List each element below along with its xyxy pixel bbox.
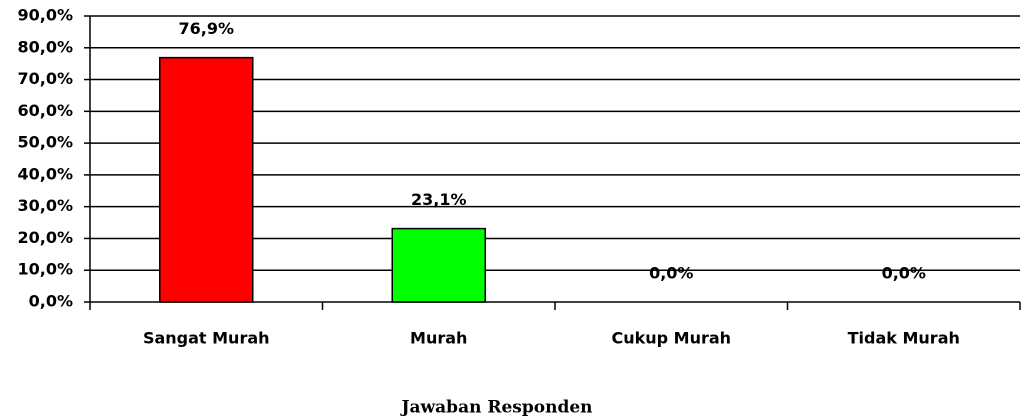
y-tick-label: 20,0%	[17, 228, 73, 247]
bar	[159, 56, 254, 303]
x-axis-title: Jawaban Responden	[399, 398, 592, 418]
y-tick-label: 30,0%	[17, 196, 73, 215]
data-label: 23,1%	[411, 190, 467, 209]
y-tick-label: 10,0%	[17, 260, 73, 279]
data-label: 0,0%	[882, 264, 926, 283]
bar	[391, 227, 486, 303]
data-label: 76,9%	[178, 19, 234, 38]
x-tick-label: Tidak Murah	[848, 329, 960, 348]
y-tick-label: 90,0%	[17, 6, 73, 25]
x-tick-label: Sangat Murah	[143, 329, 270, 348]
x-tick-label: Cukup Murah	[611, 329, 731, 348]
y-tick-label: 60,0%	[17, 101, 73, 120]
x-tick-label: Murah	[410, 329, 467, 348]
y-tick-label: 0,0%	[29, 292, 73, 311]
y-tick-label: 40,0%	[17, 164, 73, 183]
y-tick-label: 80,0%	[17, 37, 73, 56]
y-tick-label: 70,0%	[17, 69, 73, 88]
data-label: 0,0%	[649, 264, 693, 283]
y-tick-label: 50,0%	[17, 133, 73, 152]
